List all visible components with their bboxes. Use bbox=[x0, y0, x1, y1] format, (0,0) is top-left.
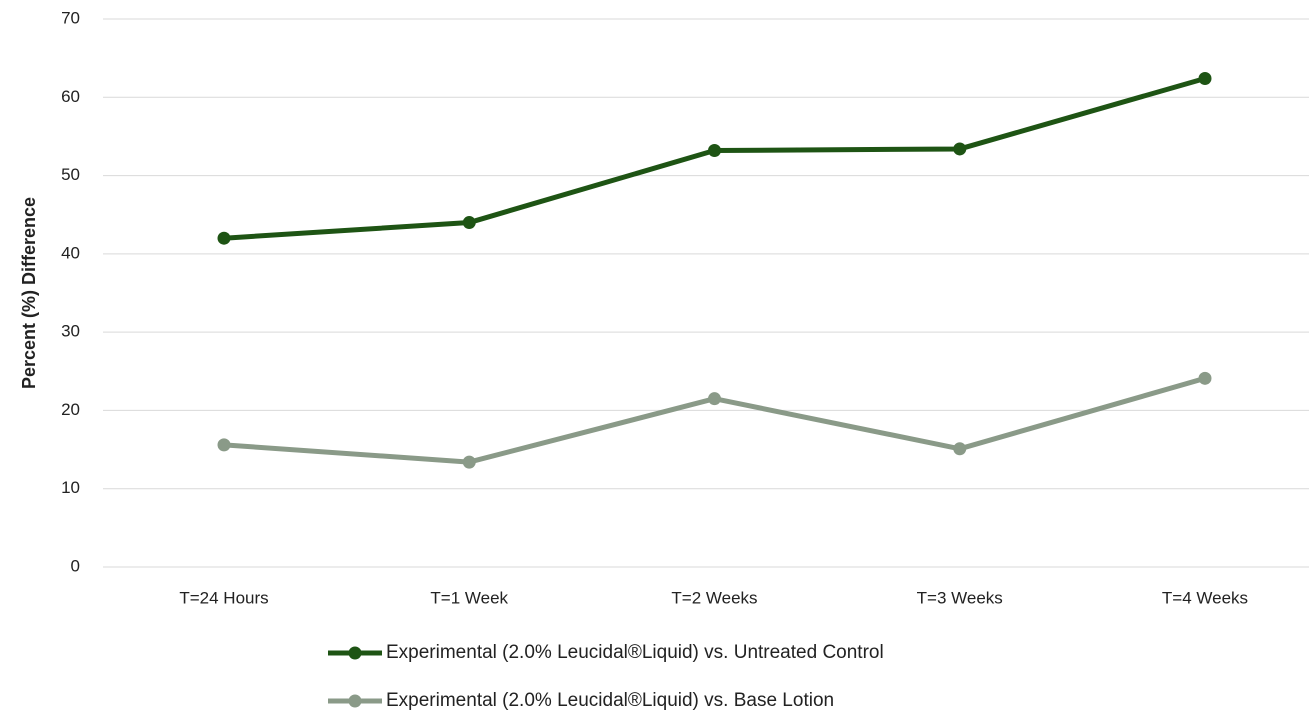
x-tick-label: T=4 Weeks bbox=[1162, 588, 1248, 607]
data-point bbox=[953, 442, 967, 456]
legend-label: Experimental (2.0% Leucidal®Liquid) vs. … bbox=[386, 690, 834, 711]
x-tick-label: T=1 Week bbox=[430, 588, 508, 607]
x-tick-label: T=2 Weeks bbox=[671, 588, 757, 607]
x-tick-label: T=3 Weeks bbox=[917, 588, 1003, 607]
data-point bbox=[1198, 71, 1212, 85]
y-tick-label: 50 bbox=[61, 165, 80, 184]
series-line bbox=[223, 76, 1206, 241]
legend-marker bbox=[348, 694, 362, 708]
data-point bbox=[953, 142, 967, 156]
data-point bbox=[1198, 371, 1212, 385]
legend-marker bbox=[348, 646, 362, 660]
data-point bbox=[462, 455, 476, 469]
y-axis-label: Percent (%) Difference bbox=[19, 197, 39, 389]
y-tick-label: 30 bbox=[61, 322, 80, 341]
data-point bbox=[708, 392, 721, 406]
data-point bbox=[217, 438, 231, 452]
legend-label: Experimental (2.0% Leucidal®Liquid) vs. … bbox=[386, 642, 884, 663]
data-point bbox=[462, 216, 476, 230]
data-point bbox=[217, 231, 231, 245]
y-tick-label: 0 bbox=[71, 556, 80, 575]
y-tick-label: 20 bbox=[61, 400, 80, 419]
data-point bbox=[708, 144, 721, 158]
y-tick-label: 10 bbox=[61, 478, 80, 497]
series-line bbox=[223, 375, 1206, 465]
y-tick-label: 70 bbox=[61, 8, 80, 27]
x-tick-label: T=24 Hours bbox=[179, 588, 268, 607]
y-tick-label: 60 bbox=[61, 87, 80, 106]
y-tick-label: 40 bbox=[61, 243, 80, 262]
